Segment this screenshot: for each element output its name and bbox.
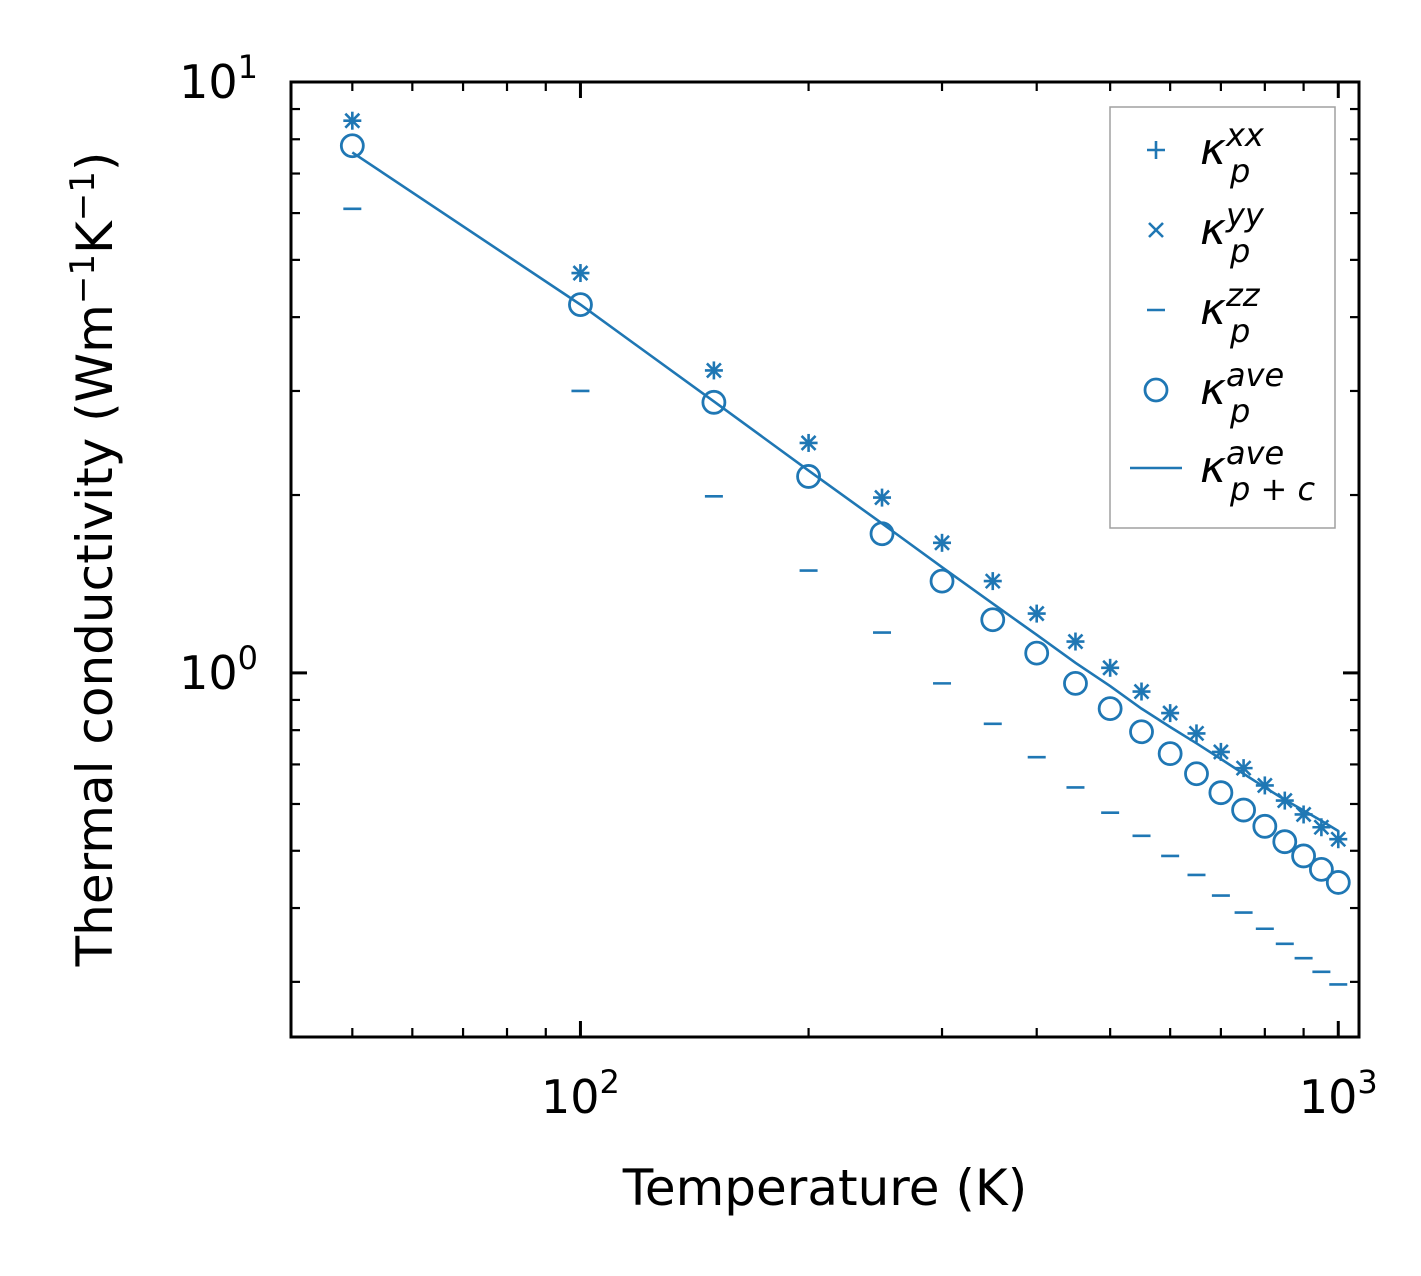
legend-label: κzz p [1200, 276, 1261, 350]
data-point-x [1330, 831, 1347, 848]
data-point-x [572, 265, 589, 281]
data-point-x [1276, 792, 1293, 809]
data-point-x [1162, 705, 1179, 722]
data-point-x [1235, 760, 1252, 777]
data-point-circle [568, 292, 593, 318]
data-point-circle [1252, 813, 1278, 839]
tick-labels: 102 103 100 101 [179, 48, 1378, 1124]
legend-item: κave p + c [1130, 434, 1315, 508]
data-point-circle [1308, 856, 1334, 882]
data-point-x [705, 362, 722, 379]
y-tick-label: 101 [179, 48, 258, 109]
data-point-x [1256, 777, 1273, 794]
data-point-x [800, 435, 817, 451]
data-point-circle [1325, 870, 1351, 895]
data-point-circle [980, 607, 1006, 633]
y-axis-title: Thermal conductivity (Wm−1K−1) [63, 152, 124, 968]
data-point-circle [929, 568, 955, 594]
data-point-x [1028, 605, 1045, 622]
data-point-x [984, 573, 1001, 590]
marker-layer [339, 111, 1351, 986]
plot-frame [289, 80, 1361, 1039]
legend-item: κyy p [1148, 196, 1265, 270]
y-tick-label: 100 [179, 639, 258, 700]
data-point-circle [339, 133, 365, 159]
data-point-x [1133, 683, 1150, 700]
data-point-circle [796, 464, 821, 489]
legend-item: κxx p [1147, 116, 1265, 190]
data-point-x [874, 489, 890, 506]
data-point-x [1295, 806, 1312, 823]
data-point-circle [1157, 741, 1183, 767]
legend-label: κave p [1200, 356, 1284, 430]
data-point-x [1067, 633, 1084, 650]
data-point-circle [869, 521, 895, 547]
legend-marker-circle [1143, 377, 1169, 403]
legend-marker-x [1148, 222, 1164, 238]
legend-item: κzz p [1147, 276, 1261, 350]
legend-marker-plus [1147, 141, 1165, 159]
data-point-x [1188, 725, 1205, 742]
data-point-x [1212, 743, 1229, 760]
data-point-x [344, 112, 361, 129]
legend-label: κxx p [1200, 116, 1265, 190]
data-point-circle [1063, 670, 1088, 696]
data-point-x [1102, 659, 1119, 676]
legend-item: κave p [1143, 356, 1284, 430]
x-tick-label: 103 [1299, 1063, 1378, 1124]
x-axis-title: Temperature (K) [622, 1159, 1027, 1217]
data-point-x [934, 534, 950, 551]
legend-label: κave p + c [1200, 434, 1315, 508]
data-point-circle [1208, 780, 1234, 806]
data-point-circle [1184, 761, 1209, 787]
data-point-circle [1231, 797, 1256, 823]
data-point-circle [1097, 696, 1123, 722]
data-point-x [1313, 819, 1330, 836]
data-point-circle [1024, 640, 1050, 666]
data-point-circle [1129, 719, 1154, 745]
data-point-circle [701, 389, 727, 415]
data-point-circle [1291, 843, 1316, 869]
data-point-circle [1272, 829, 1298, 855]
legend-box [1109, 106, 1336, 529]
legend-label: κyy p [1200, 196, 1265, 270]
x-tick-label: 102 [541, 1063, 620, 1124]
